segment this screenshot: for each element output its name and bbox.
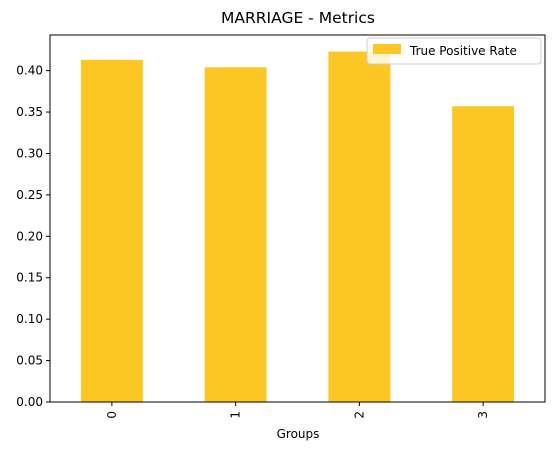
plot-frame (49, 34, 546, 403)
y-tick-label: 0.20 (16, 229, 43, 243)
legend-label: True Positive Rate (409, 44, 517, 58)
y-tick-label: 0.35 (16, 105, 43, 119)
x-tick-label: 1 (229, 411, 243, 419)
chart-title: MARRIAGE - Metrics (221, 9, 375, 27)
legend-box (366, 37, 542, 65)
y-tick-label: 0.15 (16, 271, 43, 285)
x-tick-label: 3 (476, 411, 490, 419)
y-tick-label: 0.10 (16, 312, 43, 326)
bar-3 (452, 106, 515, 403)
bar-1 (204, 67, 267, 402)
y-tick-label: 0.00 (16, 395, 43, 409)
x-tick-label: 2 (352, 411, 366, 419)
y-tick-label: 0.25 (16, 188, 43, 202)
y-tick-label: 0.30 (16, 146, 43, 160)
bars (80, 51, 515, 403)
legend-swatch (373, 44, 401, 54)
y-axis: 0.00 0.05 0.10 0.15 0.20 0.25 0.30 0.35 0.40 (16, 64, 50, 409)
legend: True Positive Rate (366, 37, 542, 65)
x-axis: 0 1 2 3 (105, 402, 490, 419)
bar-2 (328, 51, 391, 402)
bar-0 (80, 59, 143, 402)
y-tick-label: 0.40 (16, 64, 43, 78)
x-tick-label: 0 (105, 411, 119, 419)
x-axis-label: Groups (277, 427, 320, 441)
y-tick-label: 0.05 (16, 354, 43, 368)
